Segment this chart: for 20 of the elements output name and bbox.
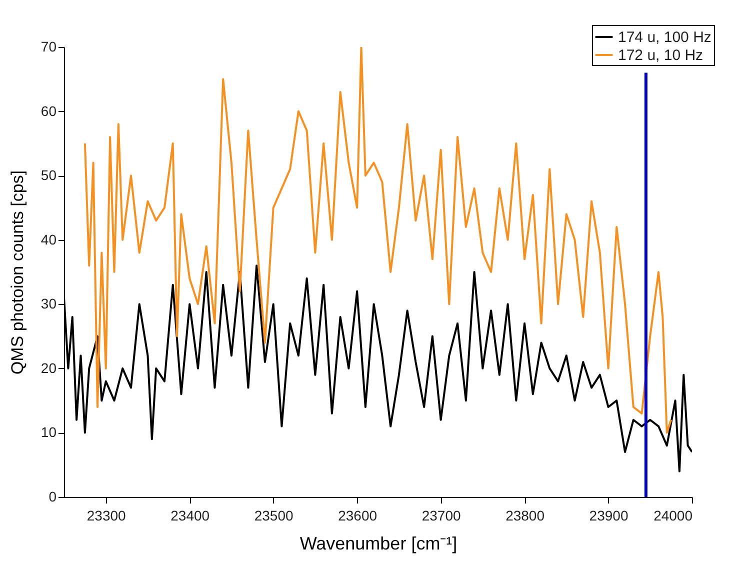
x-tick-label: 23600 bbox=[338, 508, 378, 524]
legend-label: 172 u, 10 Hz bbox=[618, 47, 704, 64]
x-tick-label: 23900 bbox=[589, 508, 628, 524]
x-tick-label: 23400 bbox=[170, 508, 210, 524]
y-tick-label: 60 bbox=[40, 102, 57, 119]
x-tick-label: 23300 bbox=[86, 508, 126, 524]
x-tick-label: 24000 bbox=[654, 508, 693, 524]
y-tick-label: 10 bbox=[40, 424, 57, 440]
legend-label: 174 u, 100 Hz bbox=[618, 29, 712, 46]
y-tick-label: 70 bbox=[40, 38, 57, 54]
x-axis-title: Wavenumber [cm⁻¹] bbox=[300, 534, 458, 554]
y-axis-title: QMS photoion counts [cps] bbox=[8, 170, 27, 375]
y-tick-label: 0 bbox=[48, 488, 57, 504]
y-tick-label: 30 bbox=[40, 296, 57, 312]
y-tick-label: 20 bbox=[40, 360, 57, 376]
y-tick-label: 40 bbox=[40, 231, 57, 248]
x-tick-label: 23800 bbox=[506, 508, 545, 524]
x-tick-label: 23700 bbox=[422, 508, 461, 524]
x-tick-label: 23500 bbox=[254, 508, 294, 524]
y-tick-label: 50 bbox=[40, 167, 57, 184]
